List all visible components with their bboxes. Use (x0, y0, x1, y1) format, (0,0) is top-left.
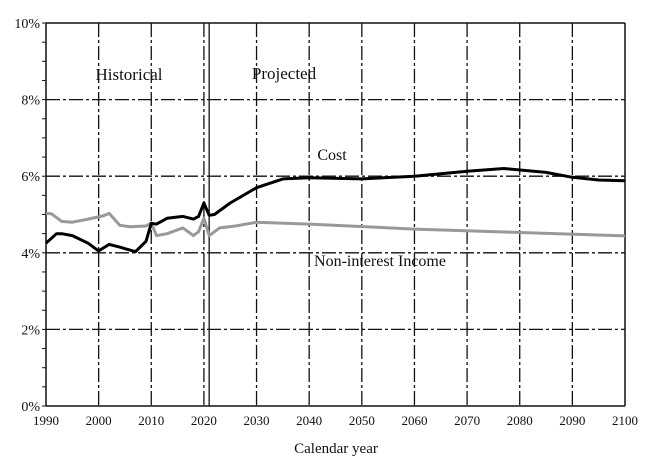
y-tick-label: 0% (21, 400, 40, 415)
axis-ticks: 0% 2% 4% 6% 8% 10% 1990 2000 2010 2020 2030 2040 205… (14, 17, 638, 428)
series-line-non-interest-income (45, 211, 626, 238)
x-tick-label: 2010 (138, 413, 164, 428)
y-tick-label: 4% (21, 247, 40, 262)
x-tick-label: 2040 (296, 413, 322, 428)
x-tick-label: 2060 (401, 413, 427, 428)
x-tick-label: 2080 (507, 413, 533, 428)
annotation-historical: Historical (95, 65, 162, 84)
y-tick-label: 10% (14, 17, 40, 32)
series-label-income: Non-interest Income (314, 253, 446, 270)
x-axis-label: Calendar year (294, 441, 378, 457)
x-tick-label: 2020 (191, 413, 217, 428)
series-lines (44, 167, 626, 254)
y-tick-label: 6% (21, 170, 40, 185)
series-label-cost: Cost (317, 147, 347, 164)
annotation-projected: Projected (252, 64, 317, 83)
x-tick-label: 2030 (244, 413, 270, 428)
x-tick-label: 2000 (86, 413, 112, 428)
x-tick-label: 2100 (612, 413, 638, 428)
x-tick-label: 2090 (559, 413, 585, 428)
x-tick-label: 1990 (33, 413, 59, 428)
x-tick-label: 2050 (349, 413, 375, 428)
series-line-cost (44, 167, 626, 254)
x-tick-label: 2070 (454, 413, 480, 428)
y-tick-label: 2% (21, 323, 40, 338)
y-tick-label: 8% (21, 94, 40, 109)
